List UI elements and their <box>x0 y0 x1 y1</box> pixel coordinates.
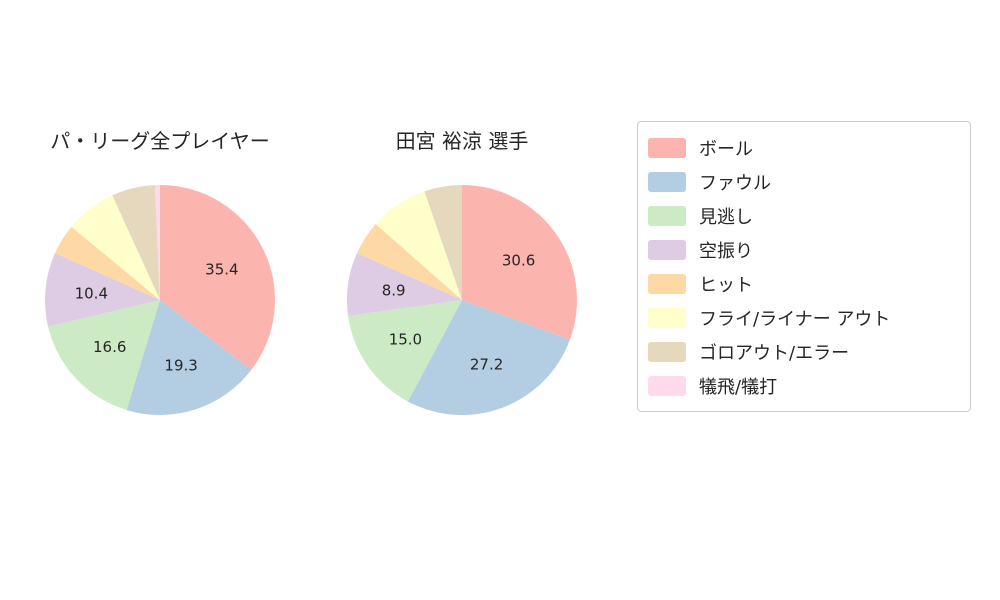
pie-slice <box>375 191 462 300</box>
pie-slice <box>424 185 462 300</box>
slice-value-label: 35.4 <box>205 260 238 278</box>
legend-item: 犠飛/犠打 <box>648 369 960 402</box>
legend-swatch-hit <box>648 273 686 294</box>
slice-value-label: 15.0 <box>389 331 422 349</box>
pie-slice <box>55 226 160 300</box>
legend-item: ゴロアウト/エラー <box>648 335 960 368</box>
pie-chart-left: 35.4 19.3 16.6 10.4 <box>44 185 275 415</box>
slice-value-label: 19.3 <box>164 357 197 375</box>
legend-label: ファウル <box>699 172 771 194</box>
legend-swatch-ball <box>648 137 686 158</box>
slice-value-label: 16.6 <box>93 338 126 356</box>
legend-item: フライ/ライナー アウト <box>648 301 960 334</box>
pie-chart-right: 30.6 27.2 15.0 8.9 <box>347 185 577 415</box>
pie-slice <box>154 185 160 300</box>
legend-item: 見逃し <box>648 199 960 232</box>
legend-label: ヒット <box>699 274 753 296</box>
pie-slice <box>462 185 577 340</box>
right-pie-title: 田宮 裕涼 選手 <box>395 129 529 153</box>
legend-item: ファウル <box>648 165 960 198</box>
legend-label: 見逃し <box>699 206 753 228</box>
pie-slice <box>407 300 570 415</box>
legend-swatch-swinging-strike <box>648 239 686 260</box>
legend-label: 犠飛/犠打 <box>699 376 778 398</box>
pie-slice <box>347 253 462 316</box>
legend-swatch-sac-fly-bunt <box>648 375 686 396</box>
left-pie-title: パ・リーグ全プレイヤー <box>50 129 270 153</box>
legend-item: ヒット <box>648 267 960 300</box>
pie-slice <box>160 185 275 370</box>
legend-swatch-foul <box>648 171 686 192</box>
legend-swatch-fly-liner-out <box>648 307 686 328</box>
pie-slice <box>126 300 252 415</box>
pie-slice <box>112 185 160 300</box>
legend-swatch-called-strike <box>648 205 686 226</box>
pie-slice <box>357 223 462 300</box>
pie-slice <box>48 300 161 411</box>
slice-value-label: 8.9 <box>382 281 406 299</box>
legend-label: ゴロアウト/エラー <box>699 342 850 364</box>
slice-value-label: 27.2 <box>470 355 503 373</box>
slice-value-label: 30.6 <box>502 252 535 270</box>
legend-label: 空振り <box>699 240 753 262</box>
pie-slice <box>348 300 462 402</box>
pie-slice <box>44 253 160 327</box>
legend-swatch-groundout-error <box>648 341 686 362</box>
legend-label: ボール <box>699 138 753 160</box>
slice-value-label: 10.4 <box>75 285 108 303</box>
legend-item: 空振り <box>648 233 960 266</box>
legend-item: ボール <box>648 131 960 164</box>
pie-slice <box>71 195 160 300</box>
legend: ボール ファウル 見逃し 空振り ヒット フライ/ライナー アウト ゴロアウト/… <box>637 121 971 412</box>
legend-label: フライ/ライナー アウト <box>699 308 891 330</box>
